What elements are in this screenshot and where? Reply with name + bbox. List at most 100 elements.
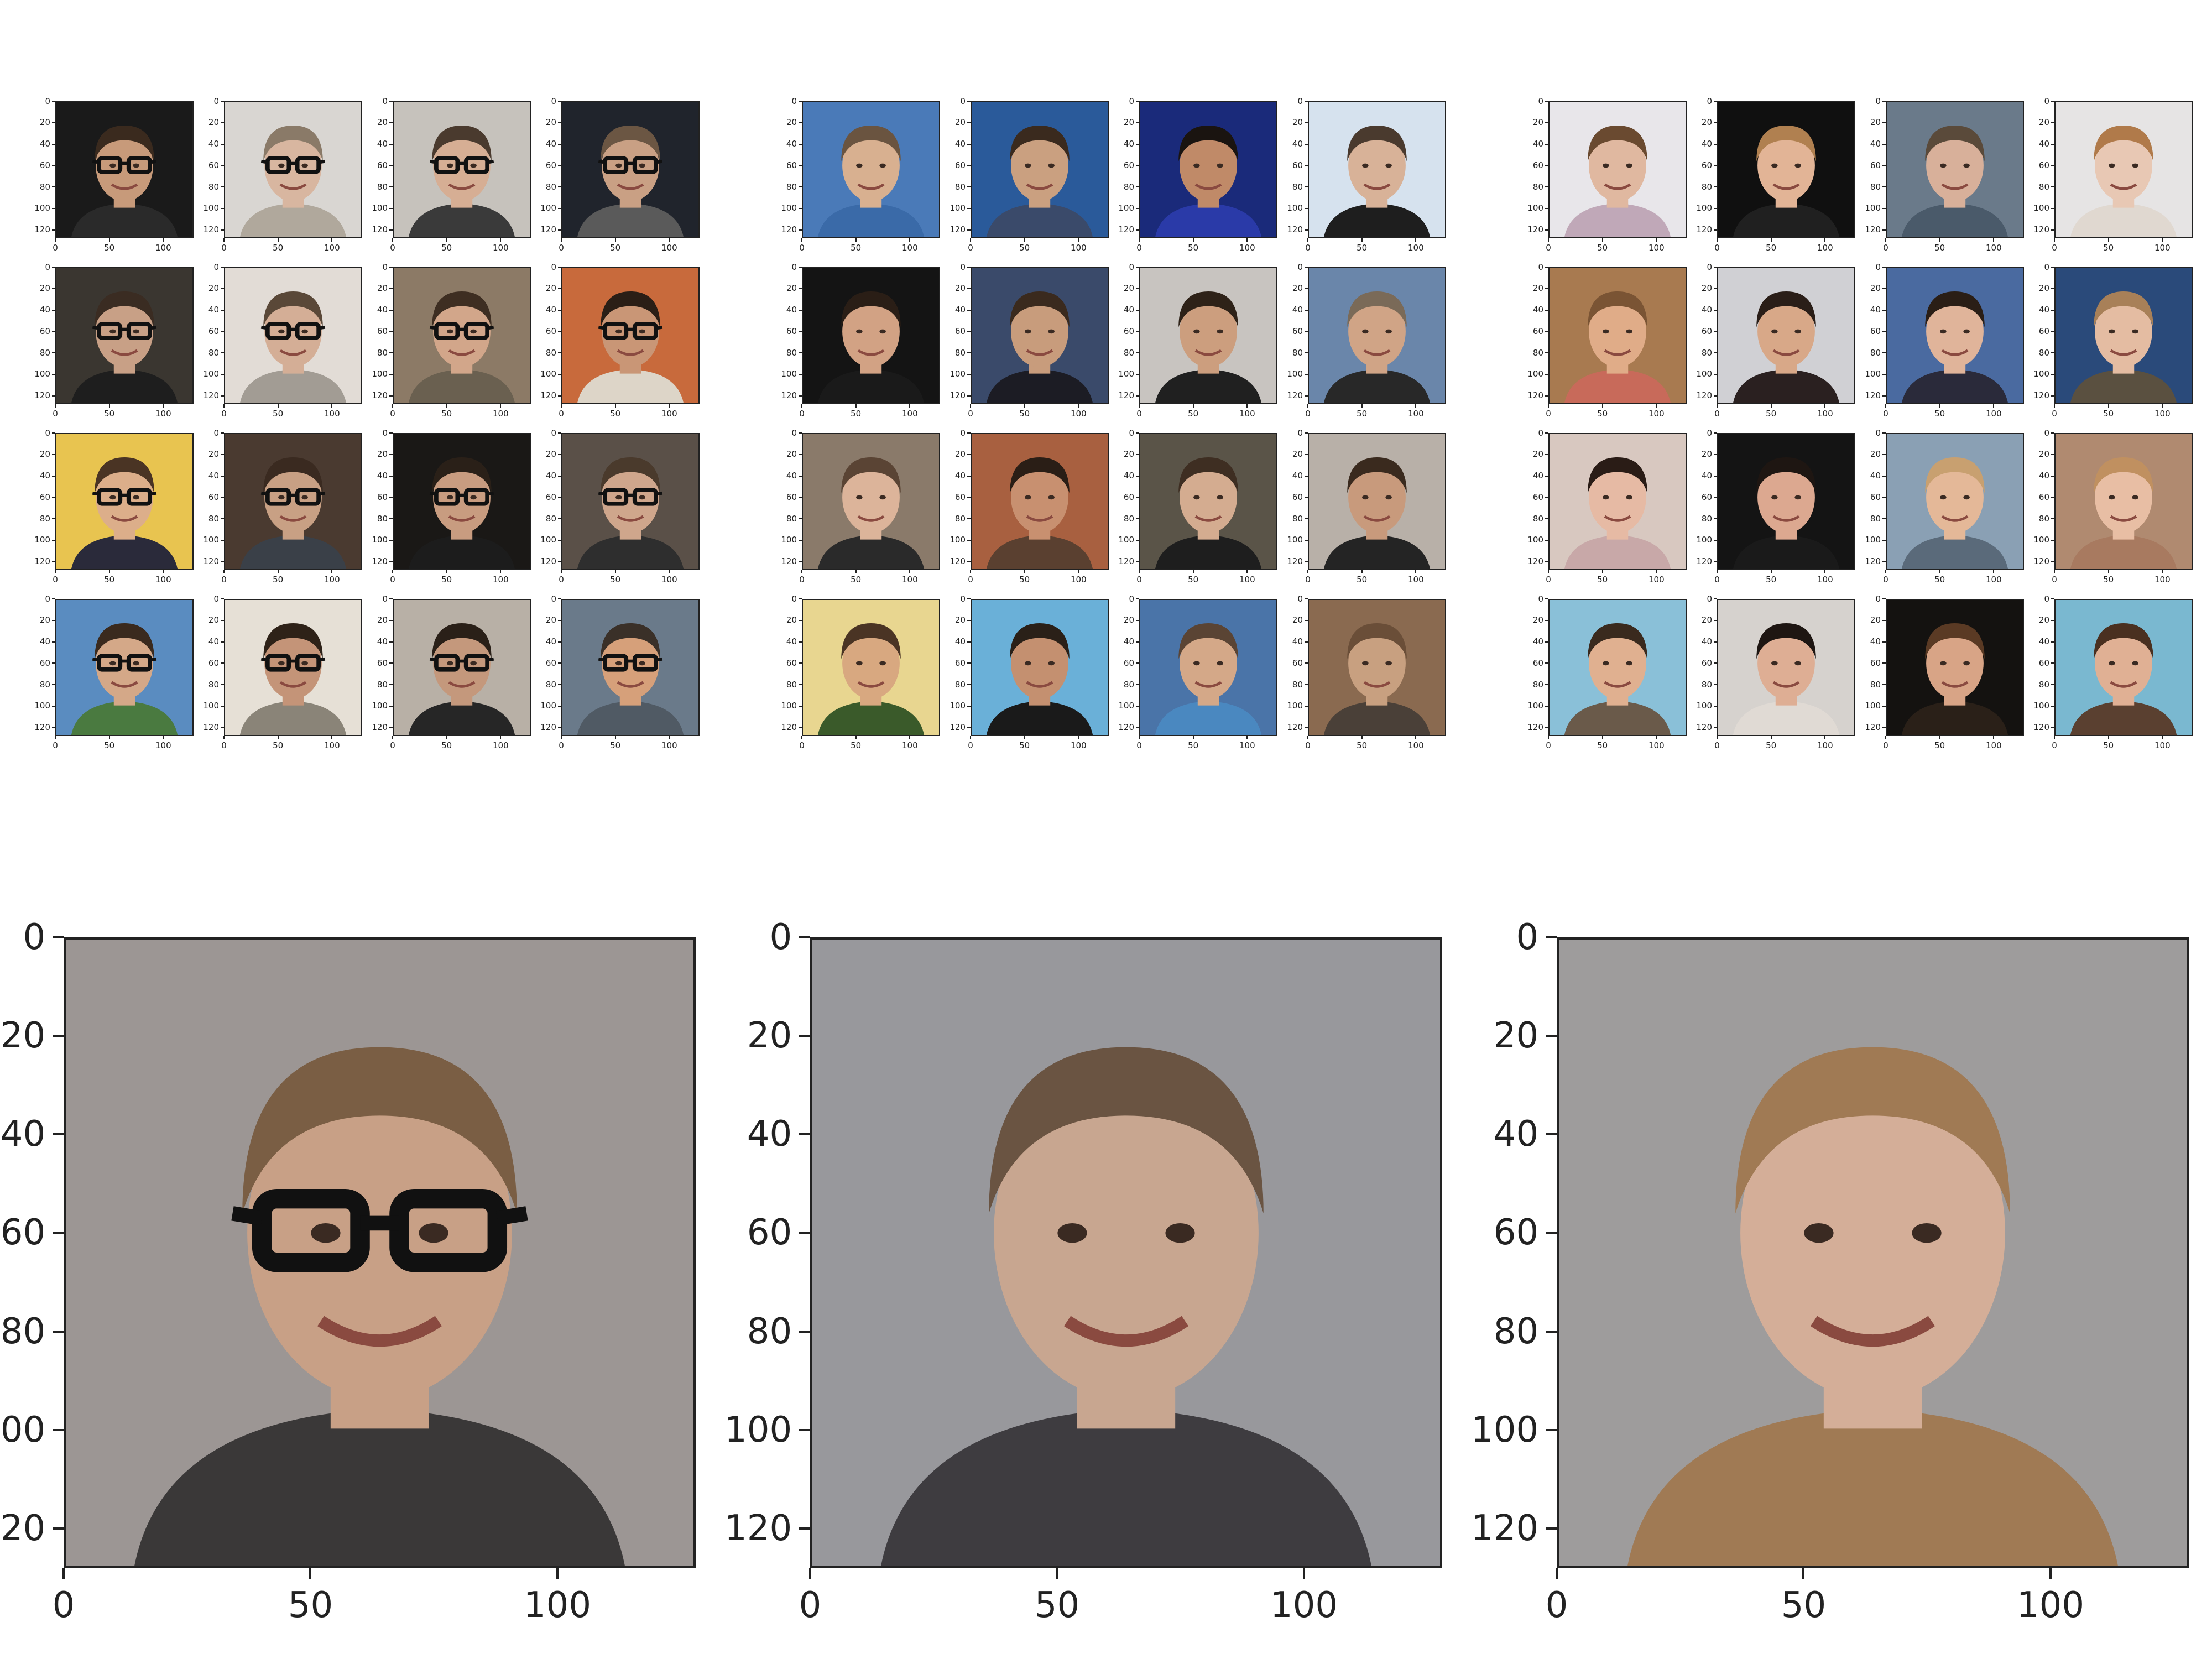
sample-panel: 0 20 40 60 80 100 120 0 50 100 bbox=[1527, 594, 1687, 749]
y-tick-mark bbox=[1714, 518, 1717, 519]
y-tick-mark bbox=[1545, 309, 1548, 311]
x-tick-label: 50 bbox=[1597, 242, 1608, 253]
y-tick-label: 80 bbox=[1701, 347, 1712, 358]
y-tick-label: 40 bbox=[786, 471, 797, 481]
x-tick-mark bbox=[1078, 238, 1079, 242]
x-tick-mark bbox=[556, 1568, 559, 1579]
x-tick-label: 0 bbox=[1546, 574, 1551, 585]
y-tick-mark bbox=[558, 288, 561, 289]
y-tick-label: 20 bbox=[954, 283, 966, 294]
image-area bbox=[561, 267, 700, 404]
y-tick-mark bbox=[1305, 143, 1308, 145]
x-tick-mark bbox=[1939, 238, 1940, 242]
x-tick-label: 100 bbox=[2154, 574, 2171, 585]
x-tick-label: 50 bbox=[104, 740, 115, 750]
x-tick-label: 0 bbox=[390, 574, 395, 585]
face-image bbox=[394, 268, 530, 403]
x-tick-mark bbox=[163, 736, 164, 739]
y-tick-label: 80 bbox=[786, 513, 797, 524]
y-tick-label: 120 bbox=[203, 225, 219, 234]
x-tick-mark bbox=[163, 238, 164, 242]
y-tick-mark bbox=[1545, 288, 1548, 289]
x-tick-mark bbox=[1024, 238, 1025, 242]
y-tick-mark bbox=[967, 288, 971, 289]
x-tick-label: 50 bbox=[851, 574, 862, 585]
image-area bbox=[393, 599, 531, 736]
image-area bbox=[224, 599, 362, 736]
glasses-icon bbox=[429, 654, 494, 672]
face-image bbox=[803, 434, 939, 569]
y-tick-label: 0 bbox=[382, 96, 388, 106]
y-tick-mark bbox=[1714, 186, 1717, 187]
y-tick-label: 40 bbox=[954, 471, 966, 481]
y-tick-mark bbox=[1714, 432, 1717, 434]
y-tick-mark bbox=[53, 1428, 64, 1431]
image-area bbox=[1139, 267, 1277, 404]
image-area bbox=[1139, 101, 1277, 238]
y-tick-mark bbox=[1546, 1428, 1557, 1431]
y-tick-mark bbox=[1545, 331, 1548, 332]
y-tick-mark bbox=[967, 432, 971, 434]
x-tick-mark bbox=[277, 238, 279, 242]
sample-panel: 0 20 40 60 80 100 120 0 50 100 bbox=[1287, 263, 1446, 418]
y-tick-mark bbox=[1305, 309, 1308, 311]
x-tick-mark bbox=[108, 736, 110, 739]
y-tick-label: 80 bbox=[1701, 513, 1712, 524]
x-tick-label: 100 bbox=[523, 1585, 592, 1626]
y-tick-mark bbox=[2051, 331, 2054, 332]
y-tick-mark bbox=[221, 641, 224, 643]
y-tick-label: 0 bbox=[45, 96, 50, 106]
x-tick-label: 50 bbox=[1188, 242, 1199, 253]
y-tick-label: 40 bbox=[1870, 305, 1881, 315]
y-tick-label: 80 bbox=[208, 181, 219, 192]
x-tick-mark bbox=[1361, 736, 1363, 739]
x-tick-label: 50 bbox=[1357, 740, 1368, 750]
x-tick-mark bbox=[223, 736, 225, 739]
x-tick-label: 0 bbox=[2052, 740, 2057, 750]
y-tick-mark bbox=[558, 229, 561, 231]
image-area bbox=[1548, 267, 1687, 404]
y-tick-label: 0 bbox=[791, 96, 797, 106]
y-tick-label: 80 bbox=[1292, 679, 1303, 690]
y-tick-label: 80 bbox=[545, 679, 556, 690]
x-tick-label: 50 bbox=[610, 242, 621, 253]
y-tick-label: 60 bbox=[1493, 1212, 1539, 1254]
x-tick-label: 50 bbox=[441, 408, 452, 419]
x-tick-label: 0 bbox=[221, 740, 227, 750]
x-tick-mark bbox=[277, 570, 279, 573]
y-tick-label: 0 bbox=[1538, 427, 1543, 438]
face-image bbox=[562, 434, 698, 569]
x-tick-label: 0 bbox=[799, 408, 805, 419]
x-tick-label: 0 bbox=[2052, 574, 2057, 585]
face-image bbox=[225, 268, 361, 403]
y-tick-label: 80 bbox=[1123, 679, 1134, 690]
x-tick-label: 0 bbox=[52, 1585, 75, 1626]
y-tick-label: 80 bbox=[545, 513, 556, 524]
y-tick-mark bbox=[558, 395, 561, 397]
x-tick-label: 0 bbox=[1546, 242, 1551, 253]
y-tick-mark bbox=[799, 684, 802, 685]
y-tick-mark bbox=[967, 475, 971, 477]
y-tick-label: 120 bbox=[1118, 390, 1134, 400]
y-tick-mark bbox=[1305, 432, 1308, 434]
x-tick-mark bbox=[855, 404, 857, 408]
sample-panel: 0 20 40 60 80 100 120 0 50 100 bbox=[34, 97, 194, 252]
image-area bbox=[224, 433, 362, 570]
x-tick-label: 100 bbox=[2016, 1585, 2085, 1626]
x-tick-label: 0 bbox=[1883, 242, 1888, 253]
x-tick-mark bbox=[2054, 238, 2055, 242]
y-tick-mark bbox=[389, 331, 393, 332]
y-tick-mark bbox=[1545, 684, 1548, 685]
x-tick-mark bbox=[1656, 238, 1657, 242]
y-tick-mark bbox=[1714, 453, 1717, 455]
x-tick-mark bbox=[163, 404, 164, 408]
y-tick-mark bbox=[221, 101, 224, 102]
y-tick-mark bbox=[1545, 352, 1548, 353]
y-tick-mark bbox=[1545, 122, 1548, 123]
y-tick-mark bbox=[1545, 373, 1548, 375]
y-tick-mark bbox=[1136, 122, 1139, 123]
x-tick-label: 0 bbox=[968, 408, 973, 419]
y-tick-label: 120 bbox=[1287, 225, 1303, 234]
y-tick-label: 80 bbox=[786, 679, 797, 690]
y-tick-label: 100 bbox=[372, 203, 388, 213]
